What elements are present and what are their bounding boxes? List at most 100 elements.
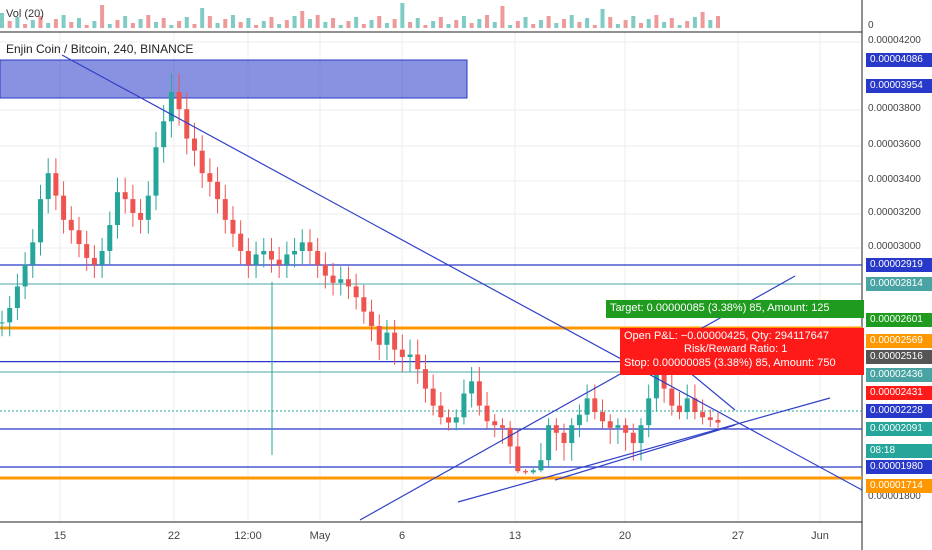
candle-body	[584, 398, 590, 415]
volume-bar	[100, 5, 105, 28]
candle-body	[276, 259, 282, 265]
candle-body	[53, 173, 59, 196]
candle-body	[145, 195, 151, 220]
candle-body	[253, 254, 259, 265]
volume-bar	[646, 19, 651, 28]
volume-bar	[669, 18, 674, 28]
candle-body	[607, 421, 613, 428]
candle-body	[661, 369, 667, 389]
position-pnl-box[interactable]: Open P&L: −0.00000425, Qty: 294117647 Ri…	[620, 328, 864, 375]
candle-body	[592, 398, 598, 413]
volume-bar	[238, 22, 243, 28]
volume-bar	[146, 15, 151, 28]
volume-bar	[323, 22, 328, 28]
volume-bar	[562, 19, 567, 28]
volume-bar	[338, 25, 343, 28]
volume-bar	[284, 20, 289, 28]
symbol-title[interactable]: Enjin Coin / Bitcoin, 240, BINANCE	[6, 42, 194, 56]
candle-body	[438, 405, 444, 418]
x-axis-tick-label: 15	[53, 530, 67, 542]
y-axis-tick-label: 0.00003400	[868, 174, 921, 185]
volume-bar	[200, 8, 205, 28]
volume-bar	[153, 22, 158, 28]
x-axis-tick-label: 22	[167, 530, 181, 542]
x-axis-tick-label: May	[309, 530, 331, 542]
volume-bar	[585, 18, 590, 28]
position-target-box[interactable]: Target: 0.00000085 (3.38%) 85, Amount: 1…	[606, 300, 864, 318]
volume-bar	[230, 15, 235, 28]
volume-bar	[184, 17, 189, 28]
candle-body	[207, 173, 213, 182]
price-axis-label: 0.00002436	[866, 368, 932, 382]
candle-body	[176, 91, 182, 110]
y-axis-tick-label: 0.00004200	[868, 35, 921, 46]
candle-body	[507, 427, 513, 447]
candle-body	[630, 432, 636, 444]
volume-bar	[500, 6, 505, 28]
candle-body	[646, 398, 652, 426]
candle-body	[515, 446, 521, 472]
volume-bar	[7, 21, 12, 28]
candle-body	[499, 425, 505, 428]
volume-bar	[716, 16, 720, 28]
volume-bar	[438, 17, 443, 28]
position-stop-text: Stop: 0.00000085 (3.38%) 85, Amount: 750	[624, 357, 836, 369]
candle-body	[392, 332, 398, 350]
candle-body	[22, 264, 28, 287]
volume-bar	[531, 24, 536, 28]
volume-bar	[30, 20, 35, 28]
y-axis-tick-label: 0.00001800	[868, 491, 921, 502]
candle-body	[530, 470, 536, 473]
volume-bar	[600, 9, 605, 28]
candle-body	[37, 199, 43, 243]
price-axis-label: 0.00002228	[866, 404, 932, 418]
candle-body	[600, 412, 606, 422]
volume-bar	[315, 15, 320, 28]
volume-indicator-label[interactable]: Vol (20)	[6, 8, 44, 20]
volume-bar	[207, 16, 212, 28]
volume-bar	[269, 17, 274, 28]
volume-bar	[623, 20, 628, 28]
candle-body	[138, 212, 144, 220]
candle-body	[407, 354, 413, 357]
x-axis-tick-label: 13	[508, 530, 522, 542]
candle-body	[415, 354, 421, 370]
volume-bar	[485, 15, 490, 28]
candle-body	[692, 398, 698, 413]
volume-bar	[130, 23, 135, 28]
candle-body	[184, 109, 190, 139]
x-axis-tick-label: 6	[398, 530, 406, 542]
volume-bar	[423, 25, 428, 28]
volume-bar	[15, 17, 20, 28]
candle-body	[677, 405, 683, 413]
candle-body	[238, 233, 244, 251]
volume-bar	[538, 20, 543, 28]
x-axis-tick-label: 27	[731, 530, 745, 542]
candle-body	[61, 195, 67, 220]
volume-bar	[654, 15, 659, 28]
volume-bar	[123, 16, 128, 28]
trend-lines[interactable]	[61, 54, 863, 521]
volume-bar	[431, 21, 436, 28]
price-axis-label: 0.00001980	[866, 460, 932, 474]
candle-body	[153, 147, 159, 196]
volume-bar	[692, 17, 697, 28]
candle-body	[215, 181, 221, 200]
volume-bar	[138, 19, 143, 28]
candle-body	[569, 425, 575, 444]
y-axis-tick-label: 0.00003200	[868, 207, 921, 218]
supply-zone[interactable]	[0, 59, 468, 99]
candle-body	[322, 264, 328, 276]
candle-body	[369, 311, 375, 327]
candle-body	[384, 332, 390, 345]
volume-bar	[569, 15, 574, 28]
candle-body	[245, 250, 251, 265]
volume-bar	[615, 24, 620, 28]
volume-bar	[700, 12, 705, 28]
candle-body	[422, 369, 428, 389]
volume-bar	[523, 17, 528, 28]
candle-body	[638, 425, 644, 444]
candle-body	[261, 250, 267, 255]
candle-body	[484, 405, 490, 422]
